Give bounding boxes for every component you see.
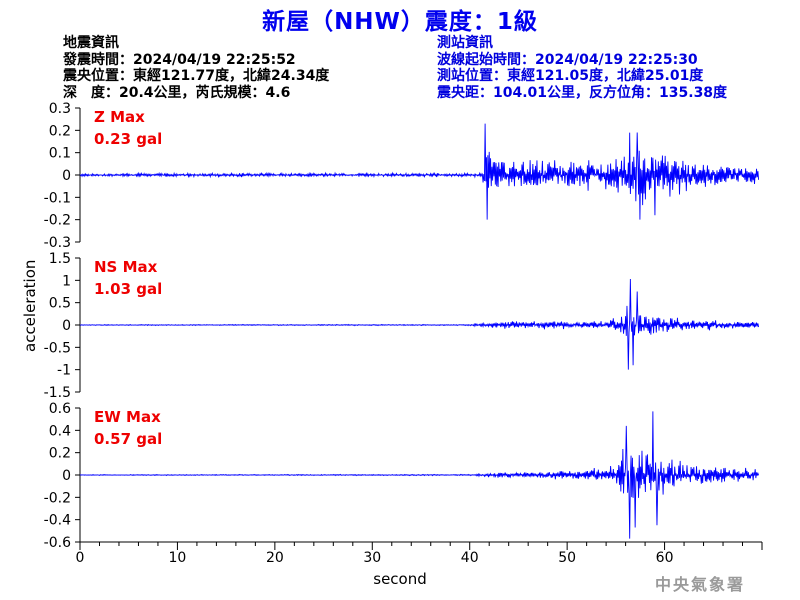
y-tick-label: -1.5: [44, 385, 71, 401]
y-tick-label: -1: [57, 363, 71, 379]
y-tick-label: -0.1: [44, 190, 71, 206]
y-tick-label: -0.2: [44, 213, 71, 229]
y-tick-label: 0: [62, 318, 71, 334]
waveform-ns: [79, 278, 760, 370]
chart-title: 新屋（NHW）震度：1級: [262, 9, 538, 35]
y-tick-label: 0.5: [49, 296, 71, 312]
y-axis-label: acceleration: [21, 259, 39, 352]
wave-start-time: 波線起始時間：2024/04/19 22:25:30: [437, 51, 698, 68]
y-tick-label: 1: [62, 273, 71, 289]
waveform-z: [79, 123, 760, 220]
station-location: 測站位置：東經121.05度，北緯25.01度: [437, 68, 704, 84]
y-tick-label: -0.6: [44, 535, 71, 551]
x-axis-label: second: [373, 570, 427, 588]
x-tick-label: 0: [76, 550, 85, 566]
y-tick-label: -0.4: [44, 513, 71, 529]
cwa-watermark: 中央氣象署: [655, 575, 746, 594]
x-tick-label: 20: [266, 550, 284, 566]
x-tick-label: 10: [169, 550, 187, 566]
y-tick-label: -0.3: [44, 235, 71, 251]
max-label: EW Max: [94, 408, 161, 426]
x-tick-label: 60: [656, 550, 674, 566]
y-tick-label: 0.6: [49, 401, 71, 417]
origin-time: 發震時間：2024/04/19 22:25:52: [63, 51, 296, 68]
x-tick-label: 40: [461, 550, 479, 566]
y-tick-label: -0.2: [44, 490, 71, 506]
max-value: 1.03 gal: [94, 280, 162, 298]
epicentral-distance: 震央距：104.01公里，反方位角：135.38度: [437, 84, 728, 101]
y-tick-label: 0: [62, 468, 71, 484]
y-tick-label: 1.5: [49, 251, 71, 267]
y-tick-label: 0.1: [49, 146, 71, 162]
max-label: NS Max: [94, 258, 158, 276]
epicenter-location: 震央位置：東經121.77度，北緯24.34度: [63, 68, 330, 84]
y-axis-label-container: acceleration: [18, 260, 48, 352]
max-label: Z Max: [94, 108, 145, 126]
station-info-heading: 測站資訊: [437, 35, 493, 51]
station-info: 測站資訊 波線起始時間：2024/04/19 22:25:30 測站位置：東經1…: [437, 35, 727, 101]
x-tick-label: 50: [558, 550, 576, 566]
y-tick-label: 0.2: [49, 446, 71, 462]
y-tick-label: 0.2: [49, 123, 71, 139]
x-tick-label: 30: [363, 550, 381, 566]
max-value: 0.23 gal: [94, 130, 162, 148]
y-tick-label: 0.4: [49, 423, 71, 439]
earthquake-info-heading: 地震資訊: [63, 35, 119, 51]
y-tick-label: 0.3: [49, 101, 71, 117]
max-value: 0.57 gal: [94, 430, 162, 448]
waveform-ew: [79, 411, 760, 539]
y-tick-label: 0: [62, 168, 71, 184]
earthquake-info: 地震資訊 發震時間：2024/04/19 22:25:52 震央位置：東經121…: [63, 35, 329, 101]
depth-magnitude: 深 度：20.4公里，芮氏規模：4.6: [63, 84, 291, 101]
y-tick-label: -0.5: [44, 340, 71, 356]
